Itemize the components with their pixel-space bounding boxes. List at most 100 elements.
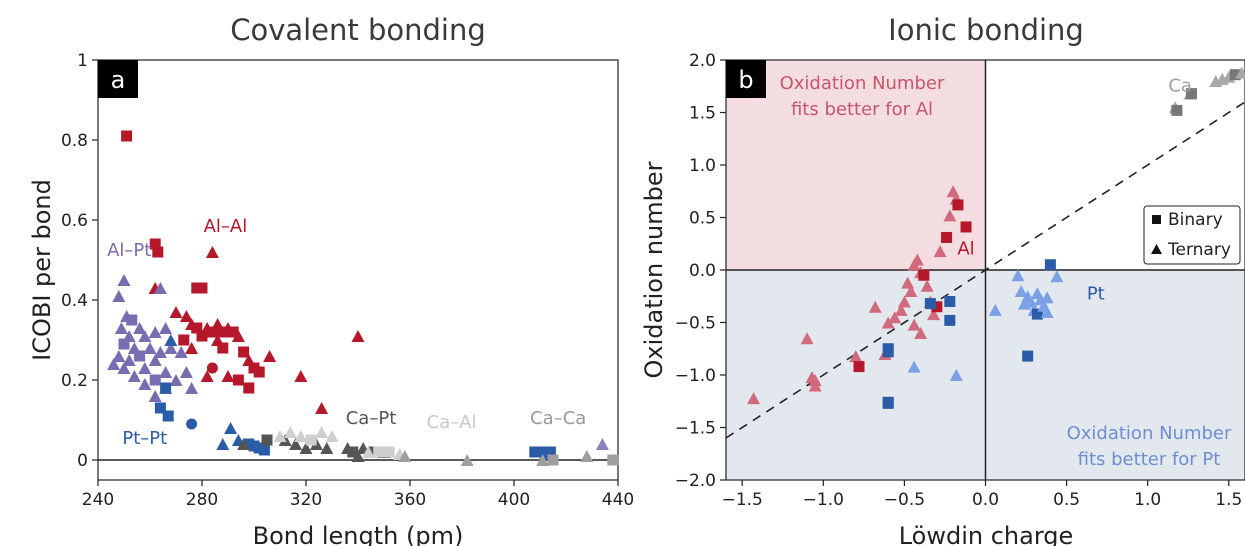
x-tick-label: 0.5 (1053, 490, 1080, 510)
point-caal (273, 430, 287, 442)
panel-a-title: Covalent bonding (230, 13, 486, 47)
y-tick-label: 0.2 (61, 371, 88, 391)
point-alpt (148, 354, 162, 366)
point-pt (1014, 285, 1028, 297)
point-al (910, 253, 924, 266)
point-al (868, 300, 882, 313)
legend: Binary Ternary (1143, 205, 1241, 265)
point-capt (320, 442, 334, 454)
point-ptpt (154, 402, 166, 414)
point-pt (1050, 270, 1064, 283)
x-tick-label: 240 (82, 490, 114, 510)
region-al-label-line1: Oxidation Number (780, 73, 945, 94)
point-alpt (112, 290, 126, 302)
point-alpt (148, 326, 162, 338)
point-al (914, 327, 928, 339)
point-caal (305, 434, 317, 446)
point-al (747, 392, 761, 405)
point-al (960, 221, 972, 233)
point-pt (882, 346, 894, 358)
legend-square-marker (1152, 215, 1161, 224)
point-al (933, 245, 947, 258)
panel-b-ticks: −1.5 −1.0 −0.5 0.0 0.5 1.0 1.5 −2.0 −1.5 −1.0 −0.5… (675, 51, 1243, 510)
point-pt (882, 397, 894, 409)
series-label: Pt–Pt (122, 428, 167, 449)
point-alpt (133, 322, 147, 334)
panel-a-points (107, 130, 619, 466)
point-alpt (138, 330, 152, 342)
panel-a-annotations: Al–Pt Al–Al Pt–Pt Ca–Pt Ca–Al Ca–Ca (107, 216, 586, 449)
x-tick-label: −1.0 (803, 490, 844, 510)
y-tick-label: −1.0 (675, 366, 716, 386)
point-alal (179, 310, 193, 322)
point-caca (536, 454, 550, 466)
y-tick-label: 0.4 (61, 291, 88, 311)
point-alal (206, 362, 218, 374)
point-ptpt (544, 446, 556, 458)
point-caal (383, 446, 395, 458)
panel-b-xlabel: Löwdin charge (899, 522, 1074, 546)
x-tick-label: 400 (498, 490, 530, 510)
legend-ternary-label: Ternary (1167, 240, 1231, 260)
point-alpt (134, 350, 146, 362)
series-label: Al–Pt (107, 240, 151, 261)
point-pt (924, 298, 936, 310)
point-alal (178, 334, 190, 346)
point-al (941, 231, 953, 243)
panel-b-title: Ionic bonding (888, 13, 1084, 47)
point-alpt (169, 374, 183, 386)
point-alpt (179, 366, 193, 378)
point-al (904, 285, 918, 297)
y-tick-label: −0.5 (675, 314, 716, 334)
y-tick-label: 0.6 (61, 211, 88, 231)
y-tick-label: 0.8 (61, 131, 88, 151)
panel-a-badge (98, 60, 138, 98)
point-alpt (143, 342, 157, 354)
series-label: Al–Al (204, 216, 248, 237)
point-al (888, 311, 902, 324)
point-ptpt (216, 438, 230, 450)
point-alpt (153, 346, 167, 358)
panel-b-ylabel: Oxidation number (640, 161, 668, 378)
panel-b-ionic: Ionic bonding −1.5 −1.0 −0.5 0.0 0.5 1.0 1.5 −2… (640, 13, 1245, 546)
panel-a-ticks: 240 280 320 360 400 440 0 0.2 0.4 0.6 0.8 1 (61, 51, 634, 510)
point-al (897, 295, 911, 308)
region-pt-label-line2: fits better for Pt (1078, 449, 1221, 470)
point-pt (1044, 259, 1056, 271)
y-tick-label: 0.5 (689, 209, 716, 229)
point-pt (1011, 269, 1025, 282)
x-tick-label: 440 (602, 490, 634, 510)
x-tick-label: 360 (394, 490, 426, 510)
point-alpt (107, 358, 121, 370)
point-alpt (159, 322, 173, 334)
point-alal (217, 342, 229, 354)
x-tick-label: −0.5 (884, 490, 925, 510)
point-pt (907, 360, 921, 373)
point-caca (580, 450, 594, 462)
panel-a-covalent: Covalent bonding 240 280 320 360 400 440 0 0.2 0… (28, 13, 634, 546)
legend-binary-label: Binary (1168, 210, 1223, 230)
point-caca (607, 454, 619, 466)
point-alpt (159, 366, 173, 378)
point-capt (347, 446, 359, 458)
element-label: Pt (1087, 283, 1105, 304)
point-caca (398, 450, 412, 462)
point-caal (361, 446, 375, 458)
panel-b-badge-label: b (738, 66, 753, 94)
x-tick-label: −1.5 (722, 490, 763, 510)
panel-b-badge (726, 60, 766, 98)
point-ptpt (164, 334, 178, 346)
point-caca (460, 454, 474, 466)
point-al (800, 332, 814, 345)
y-tick-label: 2.0 (689, 51, 716, 71)
point-capt (289, 438, 303, 450)
y-tick-label: 1.0 (689, 156, 716, 176)
point-alpt (126, 314, 138, 326)
point-al (920, 279, 934, 292)
point-alal (227, 326, 239, 338)
x-tick-label: 280 (186, 490, 218, 510)
point-alal (238, 346, 250, 358)
point-capt (351, 450, 365, 462)
point-alal (185, 342, 199, 354)
point-al (931, 301, 943, 313)
